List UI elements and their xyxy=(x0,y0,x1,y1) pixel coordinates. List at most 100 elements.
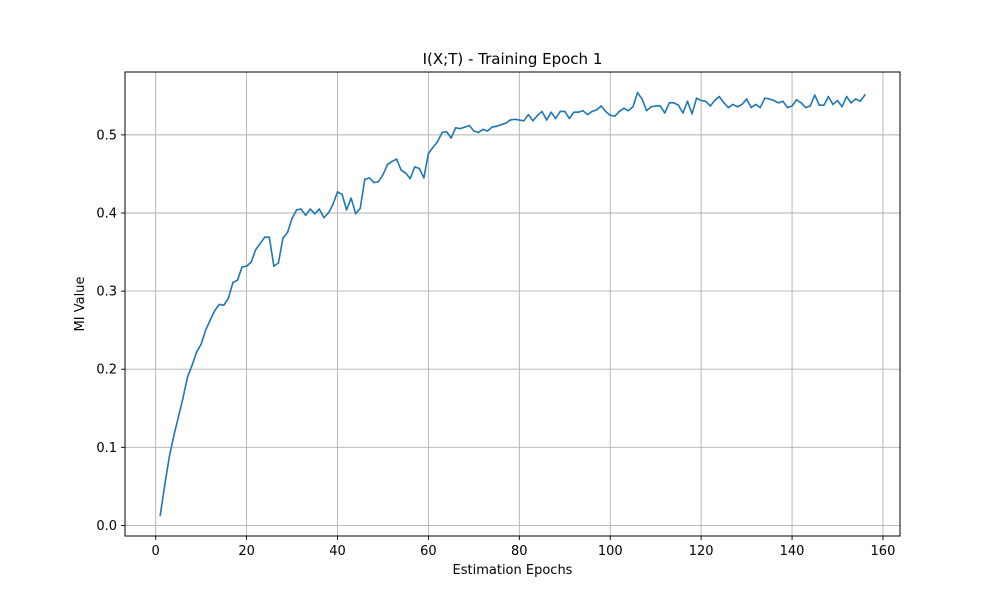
data-point xyxy=(641,98,643,100)
data-point xyxy=(582,109,584,112)
data-point xyxy=(754,103,757,106)
data-point xyxy=(232,281,234,284)
data-point xyxy=(259,242,262,245)
data-point xyxy=(827,95,830,98)
data-point xyxy=(823,104,825,106)
data-point xyxy=(227,297,230,299)
data-point xyxy=(327,212,330,214)
data-point xyxy=(404,172,407,174)
data-point xyxy=(800,102,802,104)
data-point xyxy=(604,110,607,113)
data-point xyxy=(723,102,725,104)
data-point xyxy=(577,111,580,114)
data-point xyxy=(413,166,416,168)
data-point xyxy=(477,131,480,134)
data-point xyxy=(563,110,566,113)
y-tick-label: 0.2 xyxy=(96,363,117,378)
data-point xyxy=(618,110,621,113)
data-point xyxy=(859,100,862,103)
y-axis: 0.0 0.1 0.2 0.3 0.4 0.5 xyxy=(96,128,125,534)
data-point xyxy=(254,248,257,251)
data-point xyxy=(645,109,648,112)
data-point xyxy=(691,112,693,115)
data-point xyxy=(773,99,775,102)
data-point xyxy=(418,167,421,170)
x-axis-label: Estimation Epochs xyxy=(453,563,573,578)
x-tick-label: 100 xyxy=(598,544,623,559)
data-point xyxy=(377,180,380,183)
data-point xyxy=(559,110,562,113)
data-point xyxy=(736,105,739,108)
data-point xyxy=(586,113,589,116)
data-point xyxy=(777,102,780,104)
y-axis-label: MI Value xyxy=(73,277,88,332)
data-point xyxy=(654,105,657,107)
data-point xyxy=(191,364,193,367)
x-tick-label: 40 xyxy=(329,544,346,559)
data-point xyxy=(263,236,266,239)
data-point xyxy=(359,207,362,210)
data-point xyxy=(713,99,716,102)
data-point xyxy=(195,351,198,353)
data-point xyxy=(345,209,348,211)
y-tick-label: 0.1 xyxy=(96,441,117,456)
data-point xyxy=(168,455,171,458)
data-point xyxy=(204,329,207,331)
data-point xyxy=(368,177,371,179)
data-point xyxy=(159,514,162,517)
data-point xyxy=(741,103,743,106)
plot-frame xyxy=(124,71,901,537)
series-line xyxy=(159,91,866,517)
data-point xyxy=(518,119,521,121)
data-point xyxy=(486,130,489,132)
data-point xyxy=(250,261,252,264)
data-point xyxy=(436,141,439,143)
data-point xyxy=(513,118,516,121)
data-point xyxy=(341,193,343,196)
data-point xyxy=(200,343,202,346)
data-point xyxy=(636,91,639,94)
data-point xyxy=(704,100,707,103)
data-point xyxy=(223,304,225,306)
data-point xyxy=(841,105,843,108)
data-point xyxy=(500,123,502,126)
data-point xyxy=(445,130,448,133)
data-point xyxy=(354,212,357,215)
data-point xyxy=(291,217,293,220)
data-point xyxy=(541,110,543,113)
y-tick-label: 0.3 xyxy=(96,285,117,300)
x-tick-label: 140 xyxy=(780,544,805,559)
x-tick-label: 80 xyxy=(511,544,528,559)
data-point xyxy=(382,173,384,176)
data-point xyxy=(391,160,393,163)
data-point xyxy=(836,99,839,102)
data-point xyxy=(273,265,275,267)
data-point xyxy=(573,111,575,114)
data-point xyxy=(600,105,602,107)
data-point xyxy=(373,181,375,184)
data-point xyxy=(527,113,530,116)
data-point xyxy=(304,214,307,217)
data-point xyxy=(663,112,666,114)
data-point xyxy=(782,100,784,103)
x-tick-label: 60 xyxy=(420,544,437,559)
data-point xyxy=(686,100,689,103)
data-point xyxy=(550,111,552,114)
data-point xyxy=(695,97,698,99)
data-point xyxy=(336,191,339,193)
data-point xyxy=(400,169,402,171)
data-point xyxy=(682,112,684,114)
data-point xyxy=(218,303,221,306)
data-point xyxy=(468,124,471,127)
data-point xyxy=(677,104,680,106)
data-point xyxy=(659,105,662,107)
data-point xyxy=(850,102,852,104)
grid xyxy=(125,72,900,536)
data-point xyxy=(623,107,625,110)
data-point xyxy=(350,197,352,199)
x-axis: 0 20 40 60 80 100 120 140 160 xyxy=(152,536,895,559)
chart-title: I(X;T) - Training Epoch 1 xyxy=(423,50,603,68)
y-tick-label: 0.5 xyxy=(96,128,117,143)
